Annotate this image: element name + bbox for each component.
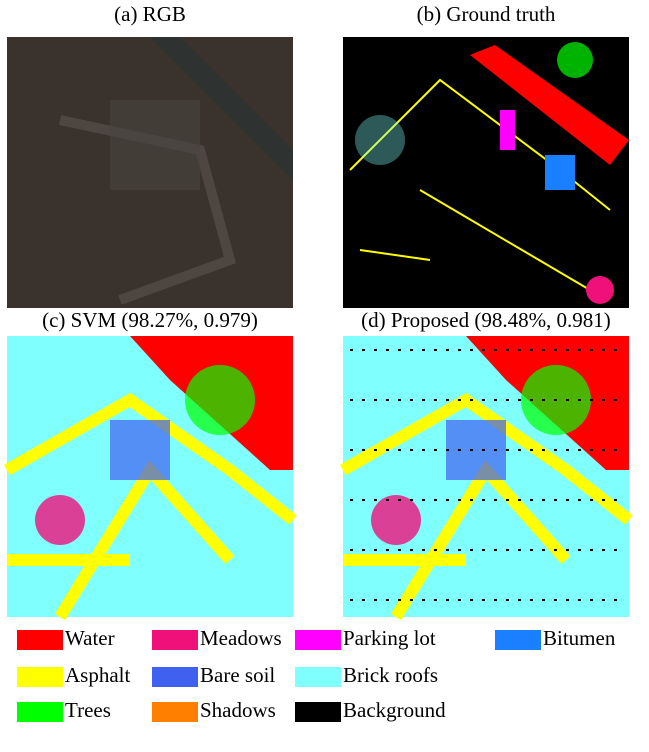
legend-swatch [295, 630, 341, 650]
legend-swatch [152, 667, 198, 687]
figure: (a) RGB (b) Ground truth (c) SVM (98.27%… [0, 0, 649, 752]
legend-label: Background [343, 698, 446, 722]
legend-swatch [152, 702, 198, 722]
legend-label: Asphalt [65, 663, 130, 687]
legend-swatch [17, 667, 63, 687]
legend-label: Bitumen [543, 626, 616, 650]
legend-swatch [17, 702, 63, 722]
legend-label: Trees [65, 698, 111, 722]
proposed-map-image [343, 336, 629, 617]
legend-label: Shadows [200, 698, 276, 722]
panel-caption: (a) RGB [114, 2, 186, 26]
legend-swatch [295, 667, 341, 687]
rgb-image [7, 37, 293, 308]
panel-caption: (b) Ground truth [417, 2, 556, 26]
legend-label: Meadows [200, 626, 282, 650]
legend-swatch [17, 630, 63, 650]
legend-swatch [495, 630, 541, 650]
legend-swatch [152, 630, 198, 650]
legend-label: Parking lot [343, 626, 436, 650]
panel-caption: (d) Proposed (98.48%, 0.981) [361, 308, 611, 332]
svm-map-image [7, 336, 293, 617]
legend-label: Brick roofs [343, 663, 438, 687]
legend-swatch [295, 702, 341, 722]
ground-truth-image [343, 37, 629, 308]
legend-label: Bare soil [200, 663, 275, 687]
panel-caption: (c) SVM (98.27%, 0.979) [42, 308, 258, 332]
legend-label: Water [65, 626, 115, 650]
